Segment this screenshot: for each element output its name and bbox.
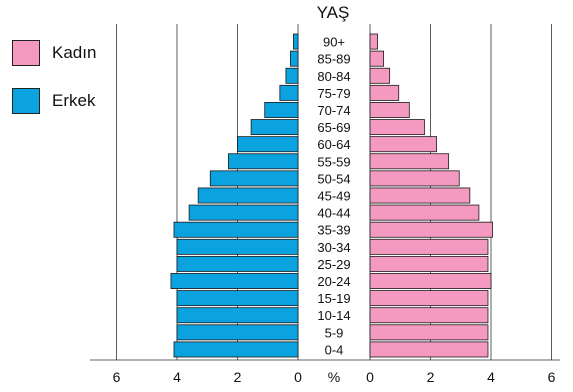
bar-erkek-10-14 xyxy=(176,307,299,324)
age-label-10-14: 10-14 xyxy=(317,308,350,323)
age-label-15-19: 15-19 xyxy=(317,291,350,306)
bar-kadin-65-69 xyxy=(369,119,425,136)
bar-erkek-85-89 xyxy=(290,50,299,67)
age-label-35-39: 35-39 xyxy=(317,223,350,238)
bar-kadin-0-4 xyxy=(369,341,489,358)
age-label-30-34: 30-34 xyxy=(317,240,350,255)
age-label-25-29: 25-29 xyxy=(317,257,350,272)
bar-erkek-55-59 xyxy=(228,153,299,170)
x-tick-left-2: 2 xyxy=(234,369,242,385)
bar-erkek-20-24 xyxy=(170,273,299,289)
bars xyxy=(170,33,493,358)
x-tick-right-4: 4 xyxy=(487,369,495,385)
age-label-20-24: 20-24 xyxy=(317,274,350,289)
bar-erkek-35-39 xyxy=(173,221,299,238)
x-tick-left-0: 0 xyxy=(294,369,302,385)
x-tick-right-6: 6 xyxy=(548,369,556,385)
bar-kadin-75-79 xyxy=(369,84,400,101)
bar-erkek-40-44 xyxy=(188,204,299,221)
age-label-40-44: 40-44 xyxy=(317,206,350,221)
bar-erkek-70-74 xyxy=(264,102,299,118)
legend-swatch-kadin xyxy=(12,40,40,66)
bar-erkek-15-19 xyxy=(176,290,299,307)
bar-kadin-25-29 xyxy=(369,255,489,272)
bar-erkek-65-69 xyxy=(250,119,299,136)
legend-item-kadin: Kadın xyxy=(12,40,96,66)
age-label-0-4: 0-4 xyxy=(325,342,344,357)
bar-erkek-5-9 xyxy=(176,324,299,341)
bar-kadin-50-54 xyxy=(369,170,460,187)
bar-kadin-60-64 xyxy=(369,136,437,153)
bar-erkek-25-29 xyxy=(176,255,299,272)
x-tick-right-2: 2 xyxy=(427,369,435,385)
legend-label-erkek: Erkek xyxy=(52,91,96,110)
bar-erkek-45-49 xyxy=(197,187,299,204)
x-axis: 6 4 2 0 0 2 4 6% xyxy=(90,359,560,385)
age-label-50-54: 50-54 xyxy=(317,171,350,186)
age-label-80-84: 80-84 xyxy=(317,69,350,84)
bar-kadin-55-59 xyxy=(369,153,450,170)
x-tick-right-0: 0 xyxy=(366,369,374,385)
legend-item-erkek: Erkek xyxy=(12,88,95,114)
age-label-60-64: 60-64 xyxy=(317,137,350,152)
bar-kadin-15-19 xyxy=(369,290,489,307)
age-label-5-9: 5-9 xyxy=(325,325,344,340)
bar-erkek-0-4 xyxy=(173,341,299,358)
age-label-90+: 90+ xyxy=(323,35,345,50)
bar-erkek-50-54 xyxy=(209,170,299,187)
x-tick-left-6: 6 xyxy=(113,369,121,385)
age-label-65-69: 65-69 xyxy=(317,120,350,135)
bar-kadin-20-24 xyxy=(369,273,492,289)
age-label-45-49: 45-49 xyxy=(317,189,350,204)
bar-kadin-10-14 xyxy=(369,307,489,324)
bar-erkek-80-84 xyxy=(285,67,299,84)
bar-kadin-45-49 xyxy=(369,187,471,204)
x-axis-unit: % xyxy=(328,369,340,385)
bar-kadin-70-74 xyxy=(369,102,410,118)
legend-label-kadin: Kadın xyxy=(52,43,97,62)
bar-kadin-80-84 xyxy=(369,67,391,84)
bar-erkek-90+ xyxy=(293,33,299,50)
bar-kadin-35-39 xyxy=(369,221,493,238)
age-label-85-89: 85-89 xyxy=(317,52,350,67)
bar-kadin-5-9 xyxy=(369,324,489,341)
chart-title: YAŞ xyxy=(317,3,350,22)
legend-swatch-erkek xyxy=(12,88,40,114)
bar-kadin-40-44 xyxy=(369,204,480,221)
bar-erkek-60-64 xyxy=(237,136,299,153)
bar-erkek-30-34 xyxy=(176,238,299,255)
bar-erkek-75-79 xyxy=(279,84,299,101)
bar-kadin-90+ xyxy=(369,33,378,50)
age-label-75-79: 75-79 xyxy=(317,86,350,101)
x-tick-left-4: 4 xyxy=(173,369,181,385)
bar-kadin-30-34 xyxy=(369,238,489,255)
age-labels: 0-4 5-9 10-14 15-19 20-24 25-29 30-34 35-39 40-4… xyxy=(317,35,350,358)
age-label-70-74: 70-74 xyxy=(317,103,350,118)
age-label-55-59: 55-59 xyxy=(317,154,350,169)
bar-kadin-85-89 xyxy=(369,50,385,67)
